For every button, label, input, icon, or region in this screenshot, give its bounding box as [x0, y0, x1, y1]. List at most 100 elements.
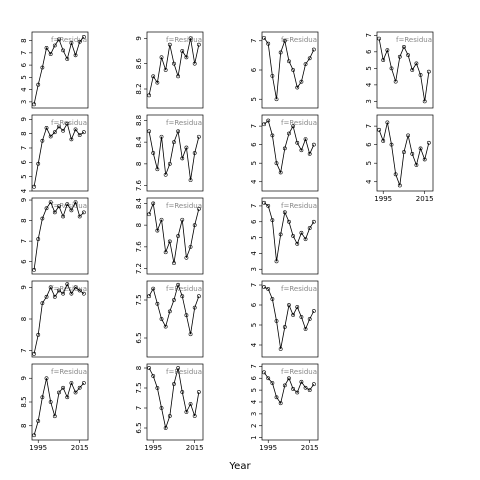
data-point	[48, 400, 53, 404]
data-point	[266, 376, 271, 381]
data-point	[77, 288, 82, 293]
y-tick-label: 7	[365, 33, 373, 37]
series-line	[263, 119, 315, 174]
data-point	[155, 80, 160, 85]
y-tick-label: 6.5	[135, 422, 143, 433]
data-point	[40, 216, 45, 221]
y-tick-label: 8.4	[135, 136, 143, 148]
y-tick-label: 6	[250, 219, 258, 224]
data-point	[389, 66, 394, 71]
data-point	[81, 381, 86, 385]
y-tick-label: 3	[20, 100, 28, 104]
panel-annotation: f=Residua	[166, 119, 202, 127]
data-point	[159, 317, 164, 321]
data-point	[278, 170, 283, 175]
data-point	[44, 294, 49, 299]
data-point	[180, 156, 185, 161]
data-point	[287, 303, 291, 307]
y-tick-label: 6	[365, 49, 373, 54]
y-tick-label: 4	[20, 188, 28, 193]
data-point	[287, 131, 291, 136]
data-point	[163, 324, 168, 329]
panel-frame	[146, 280, 204, 358]
data-point	[167, 414, 172, 418]
data-point	[299, 230, 304, 235]
series-line	[33, 201, 85, 270]
panel-frame	[146, 114, 204, 192]
data-point	[307, 226, 312, 230]
data-point	[69, 41, 74, 45]
data-point	[57, 204, 61, 209]
y-tick-label: 5	[250, 388, 258, 392]
data-point	[36, 161, 41, 166]
y-tick-label: 2	[250, 424, 258, 428]
y-tick-label: 4	[365, 179, 373, 184]
data-point	[274, 259, 279, 264]
y-tick-label: 9	[20, 376, 28, 380]
data-point	[299, 79, 304, 84]
data-point	[266, 204, 271, 208]
data-point	[155, 301, 160, 306]
data-point	[410, 68, 415, 72]
data-point	[147, 294, 151, 299]
y-tick-label: 7.6	[135, 179, 143, 191]
y-tick-label: 6	[20, 259, 28, 264]
y-tick-label: 4	[250, 251, 258, 256]
data-point	[40, 138, 45, 143]
data-point	[299, 315, 304, 319]
data-point	[44, 206, 49, 211]
y-tick-label: 6	[250, 142, 258, 147]
panel-annotation: f=Residua	[281, 36, 317, 44]
data-point	[377, 36, 381, 41]
y-tick-label: 9	[20, 117, 28, 121]
data-point	[295, 242, 300, 246]
panel-annotation: f=Residua	[166, 368, 202, 376]
y-tick-label: 7	[250, 283, 258, 287]
data-point	[422, 99, 427, 104]
data-point	[426, 140, 431, 145]
series-line	[263, 286, 315, 350]
y-tick-label: 6	[250, 302, 258, 307]
y-tick-label: 8	[20, 317, 28, 321]
panel-annotation: f=Residua	[51, 36, 87, 44]
series-line	[33, 122, 85, 187]
data-point	[188, 36, 193, 41]
panel-frame	[261, 114, 319, 192]
data-point	[73, 390, 78, 395]
y-tick-label: 8	[20, 218, 28, 222]
data-point	[159, 217, 164, 222]
x-tick-label: 2015	[71, 444, 89, 452]
series-line	[148, 129, 200, 181]
x-axis-label: Year	[228, 461, 251, 472]
y-tick-label: 7	[250, 39, 258, 43]
data-point	[299, 148, 304, 153]
data-point	[303, 62, 308, 67]
data-point	[155, 167, 160, 172]
data-point	[65, 202, 70, 207]
data-point	[282, 210, 287, 215]
panel-frame	[31, 197, 89, 275]
series-line	[33, 36, 85, 105]
data-point	[32, 184, 36, 189]
x-tick-label: 1995	[374, 195, 392, 203]
series-line	[148, 38, 200, 96]
panel-frame	[261, 197, 319, 275]
data-point	[196, 390, 201, 394]
data-point	[159, 55, 164, 60]
data-point	[307, 388, 312, 393]
data-point	[52, 130, 57, 135]
data-point	[52, 414, 57, 419]
panel-annotation: f=Residua	[51, 368, 87, 376]
data-point	[147, 212, 151, 217]
panel-frame	[376, 31, 434, 109]
data-point	[73, 53, 78, 58]
data-point	[172, 382, 176, 386]
data-point	[192, 305, 197, 310]
data-point	[180, 49, 185, 53]
y-tick-label: 7	[250, 204, 258, 208]
data-point	[57, 37, 61, 42]
data-point	[192, 151, 197, 155]
data-point	[36, 332, 41, 337]
data-point	[188, 332, 193, 337]
data-point	[307, 317, 312, 321]
